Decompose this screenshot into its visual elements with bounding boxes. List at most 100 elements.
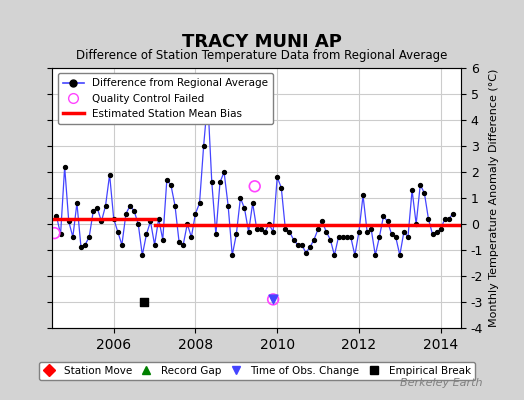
Point (391, 234, 400, 240)
Point (281, 226, 290, 232)
Point (57, 231, 65, 238)
Point (314, 226, 322, 232)
Point (257, 226, 265, 232)
Point (269, 296, 277, 302)
Point (89, 208, 97, 214)
Point (97, 218, 106, 225)
Point (191, 210, 200, 217)
Point (351, 252, 359, 258)
Point (183, 221, 191, 227)
Point (379, 213, 388, 219)
Text: Berkeley Earth: Berkeley Earth (400, 378, 482, 388)
Point (420, 190, 429, 196)
Point (339, 234, 347, 240)
Point (138, 252, 147, 258)
Point (355, 229, 363, 235)
Point (110, 216, 118, 222)
Point (346, 234, 355, 240)
Point (253, 226, 261, 232)
Point (269, 229, 277, 235)
Point (114, 229, 122, 235)
Point (326, 236, 334, 243)
Point (441, 216, 449, 222)
Point (334, 234, 343, 240)
Point (236, 195, 245, 201)
Point (60, 164, 69, 170)
Point (322, 229, 331, 235)
Point (155, 216, 163, 222)
Point (77, 244, 85, 250)
Text: Difference of Station Temperature Data from Regional Average: Difference of Station Temperature Data f… (77, 49, 447, 62)
Point (162, 177, 171, 183)
Legend: Station Move, Record Gap, Time of Obs. Change, Empirical Break: Station Move, Record Gap, Time of Obs. C… (39, 362, 475, 380)
Point (142, 231, 150, 238)
Point (85, 234, 93, 240)
Point (428, 231, 436, 238)
Point (261, 229, 269, 235)
Point (265, 221, 273, 227)
Point (449, 210, 457, 217)
Point (220, 169, 228, 175)
Point (105, 171, 114, 178)
Point (318, 218, 326, 225)
Point (224, 202, 232, 209)
Point (146, 218, 155, 225)
Point (50, 230, 59, 236)
Point (126, 202, 134, 209)
Point (200, 143, 208, 149)
Point (179, 242, 188, 248)
Point (412, 221, 420, 227)
Point (432, 229, 441, 235)
Point (359, 192, 367, 199)
Point (81, 242, 89, 248)
Point (289, 236, 298, 243)
Point (371, 252, 379, 258)
Point (122, 210, 130, 217)
Point (167, 182, 175, 188)
Point (248, 200, 257, 206)
Point (93, 205, 102, 212)
Point (212, 231, 220, 238)
Point (445, 216, 453, 222)
Point (343, 234, 351, 240)
Point (228, 252, 236, 258)
Point (69, 234, 77, 240)
Point (140, 299, 148, 305)
Point (241, 205, 249, 212)
Point (330, 252, 339, 258)
Point (387, 231, 396, 238)
Point (64, 218, 73, 225)
Point (244, 229, 253, 235)
Point (408, 187, 416, 193)
Point (302, 250, 310, 256)
Point (367, 226, 375, 232)
Point (52, 213, 61, 219)
Point (269, 296, 277, 302)
Point (285, 229, 293, 235)
Point (298, 242, 306, 248)
Point (310, 236, 318, 243)
Point (171, 202, 179, 209)
Point (396, 252, 404, 258)
Point (134, 221, 143, 227)
Point (130, 208, 138, 214)
Point (293, 242, 302, 248)
Point (203, 96, 212, 102)
Point (436, 226, 445, 232)
Point (195, 200, 204, 206)
Point (208, 179, 216, 186)
Point (375, 234, 384, 240)
Point (424, 216, 433, 222)
Point (400, 229, 408, 235)
Point (187, 234, 195, 240)
Point (73, 200, 81, 206)
Y-axis label: Monthly Temperature Anomaly Difference (°C): Monthly Temperature Anomaly Difference (… (489, 69, 499, 327)
Point (175, 239, 183, 245)
Point (273, 174, 281, 180)
Point (363, 229, 372, 235)
Text: TRACY MUNI AP: TRACY MUNI AP (182, 33, 342, 51)
Point (159, 236, 167, 243)
Point (250, 183, 259, 190)
Point (101, 202, 110, 209)
Point (232, 231, 241, 238)
